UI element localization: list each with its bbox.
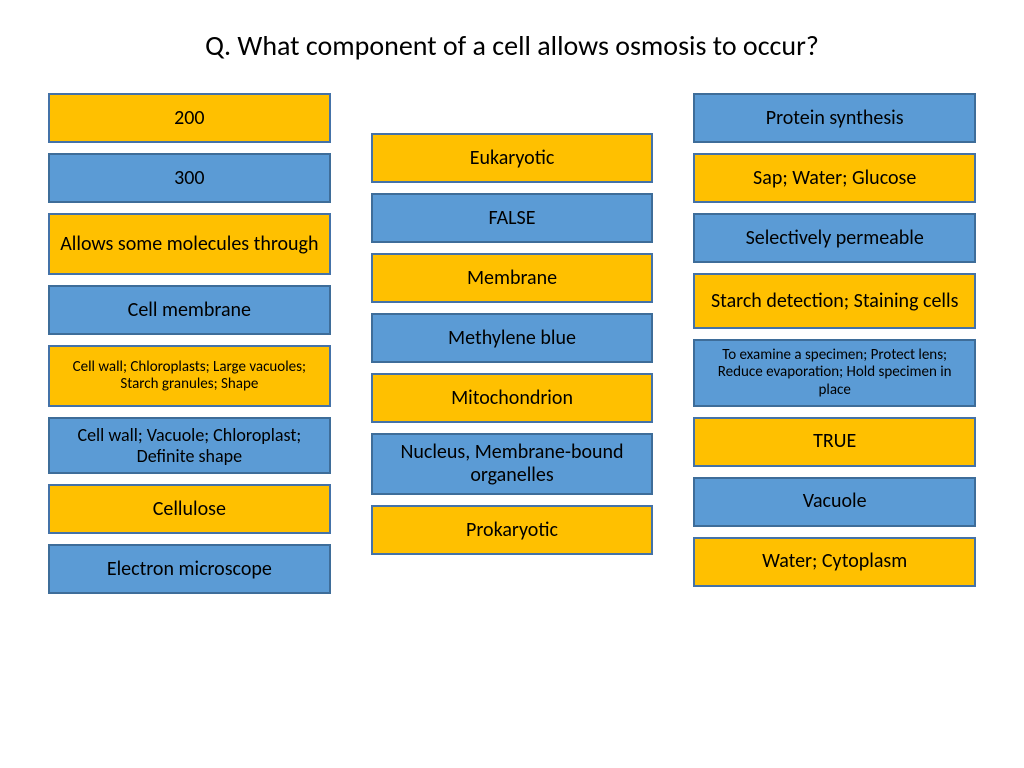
card-label: Prokaryotic <box>466 519 558 542</box>
card-label: Cell membrane <box>128 299 251 322</box>
column-middle: Eukaryotic FALSE Membrane Methylene blue Mit… <box>371 93 654 594</box>
card-label: Nucleus, Membrane-bound organelles <box>381 441 644 487</box>
card-label: Electron microscope <box>107 558 272 581</box>
card-label: Methylene blue <box>448 327 576 350</box>
card-label: 300 <box>174 167 204 190</box>
answer-card[interactable]: Membrane <box>371 253 654 303</box>
answer-card[interactable]: Eukaryotic <box>371 133 654 183</box>
card-label: TRUE <box>813 430 856 453</box>
card-label: Sap; Water; Glucose <box>753 167 916 190</box>
answer-card[interactable]: Allows some molecules through <box>48 213 331 275</box>
answer-card[interactable]: TRUE <box>693 417 976 467</box>
answer-card[interactable]: Vacuole <box>693 477 976 527</box>
answer-card[interactable]: 200 <box>48 93 331 143</box>
card-label: 200 <box>174 107 204 130</box>
card-label: Cellulose <box>153 498 226 521</box>
answer-card[interactable]: Protein synthesis <box>693 93 976 143</box>
answer-card[interactable]: To examine a specimen; Protect lens; Red… <box>693 339 976 407</box>
answer-card[interactable]: Nucleus, Membrane-bound organelles <box>371 433 654 495</box>
answer-card[interactable]: Cell wall; Chloroplasts; Large vacuoles;… <box>48 345 331 407</box>
column-right: Protein synthesis Sap; Water; Glucose Sele… <box>693 93 976 594</box>
card-columns: 200 300 Allows some molecules through Cell … <box>0 93 1024 594</box>
answer-card[interactable]: Sap; Water; Glucose <box>693 153 976 203</box>
card-label: Eukaryotic <box>470 147 555 170</box>
answer-card[interactable]: Water; Cytoplasm <box>693 537 976 587</box>
answer-card[interactable]: Cellulose <box>48 484 331 534</box>
card-label: Membrane <box>467 267 557 290</box>
answer-card[interactable]: Methylene blue <box>371 313 654 363</box>
answer-card[interactable]: Electron microscope <box>48 544 331 594</box>
answer-card[interactable]: Starch detection; Staining cells <box>693 273 976 329</box>
answer-card[interactable]: Mitochondrion <box>371 373 654 423</box>
card-label: Protein synthesis <box>766 107 904 130</box>
column-left: 200 300 Allows some molecules through Cell … <box>48 93 331 594</box>
answer-card[interactable]: 300 <box>48 153 331 203</box>
card-label: Mitochondrion <box>451 387 573 410</box>
answer-card[interactable]: FALSE <box>371 193 654 243</box>
card-label: Selectively permeable <box>746 227 924 250</box>
card-label: FALSE <box>489 207 536 230</box>
answer-card[interactable]: Cell wall; Vacuole; Chloroplast; Definit… <box>48 417 331 474</box>
card-label: Water; Cytoplasm <box>762 550 907 573</box>
card-label: Vacuole <box>803 490 867 513</box>
question-title: Q. What component of a cell allows osmos… <box>0 0 1024 93</box>
card-label: Allows some molecules through <box>60 233 318 256</box>
answer-card[interactable]: Prokaryotic <box>371 505 654 555</box>
card-label: Cell wall; Vacuole; Chloroplast; Definit… <box>58 425 321 466</box>
card-label: Cell wall; Chloroplasts; Large vacuoles;… <box>58 359 321 394</box>
answer-card[interactable]: Cell membrane <box>48 285 331 335</box>
card-label: To examine a specimen; Protect lens; Red… <box>703 347 966 399</box>
card-label: Starch detection; Staining cells <box>711 290 958 313</box>
answer-card[interactable]: Selectively permeable <box>693 213 976 263</box>
